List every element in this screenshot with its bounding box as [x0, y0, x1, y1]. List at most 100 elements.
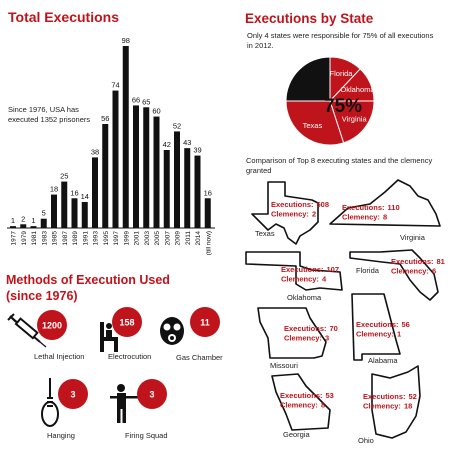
clemency-label: Clemency: [281, 275, 319, 284]
value-label: 25 [60, 172, 68, 181]
bar [163, 150, 170, 228]
bar [10, 226, 16, 228]
executions-label: Executions: [363, 392, 406, 401]
value-label: 74 [111, 81, 119, 90]
method-name: Lethal Injection [34, 352, 84, 361]
executions-value: 81 [437, 257, 445, 266]
clemency-text: Clemency: 3 [284, 334, 329, 343]
x-tick-label: 1993 [93, 231, 100, 246]
state-name: Missouri [270, 361, 298, 370]
method-count: 1200 [42, 321, 62, 331]
bar [122, 46, 129, 228]
x-tick-label: 1983 [41, 231, 48, 246]
value-label: 18 [50, 185, 58, 194]
clemency-label: Clemency: [284, 334, 322, 343]
x-tick-label: 1991 [82, 231, 89, 246]
executions-label: Executions: [284, 324, 327, 333]
clemency-text: Clemency: 18 [363, 402, 412, 411]
executions-text: Executions: 81 [391, 257, 445, 266]
value-label: 5 [42, 209, 46, 218]
state-name: Ohio [358, 436, 374, 445]
executions-value: 53 [326, 391, 334, 400]
clemency-value: 18 [404, 402, 412, 411]
count-badge [137, 379, 167, 409]
executions-label: Executions: [280, 391, 323, 400]
state-name: Texas [255, 229, 275, 238]
x-tick-label: 1979 [21, 231, 28, 246]
value-label: 14 [81, 192, 89, 201]
bar-title: Total Executions [8, 9, 119, 25]
x-tick-label: 2003 [144, 231, 151, 246]
clemency-value: 2 [312, 210, 316, 219]
state-name: Alabama [368, 356, 398, 365]
method-name: Electrocution [108, 352, 151, 361]
clemency-value: 4 [322, 275, 327, 284]
bar [30, 226, 37, 228]
value-label: 98 [122, 36, 130, 45]
pie-subtitle: in 2012. [247, 41, 274, 50]
executions-value: 110 [388, 203, 400, 212]
state-name: Georgia [283, 430, 311, 439]
value-label: 1 [31, 216, 35, 225]
pie-center-label: 75% [324, 96, 362, 117]
count-badge [58, 379, 88, 409]
state-texas [251, 181, 319, 245]
executions-text: Executions: 53 [280, 391, 334, 400]
clemency-label: Clemency: [342, 213, 380, 222]
bar [81, 202, 88, 228]
pie-slice [329, 100, 375, 144]
x-tick-label: 1981 [31, 231, 38, 246]
bar [153, 116, 160, 228]
bar [61, 181, 68, 228]
executions-text: Executions: 70 [284, 324, 338, 333]
bar [71, 198, 78, 228]
clemency-label: Clemency: [271, 210, 309, 219]
executions-text: Executions: 508 [271, 200, 329, 209]
bar [194, 155, 201, 228]
count-badge [37, 310, 67, 340]
value-label: 43 [183, 138, 191, 147]
methods-title: (since 1976) [6, 289, 78, 303]
executions-text: Executions: 52 [363, 392, 417, 401]
executions-text: Executions: 110 [342, 203, 400, 212]
state-georgia [271, 373, 331, 431]
bar [184, 148, 191, 228]
value-label: 60 [152, 107, 160, 116]
clemency-value: 8 [321, 401, 325, 410]
x-tick-label: 1997 [113, 231, 120, 246]
bar [20, 224, 27, 228]
x-tick-label: 1999 [123, 231, 130, 246]
bar [51, 194, 57, 228]
x-tick-label: 2009 [175, 231, 182, 246]
method-count: 11 [200, 318, 210, 328]
clemency-text: Clemency: 4 [281, 275, 327, 284]
pie-slice [285, 100, 345, 146]
value-label: 56 [101, 114, 109, 123]
count-badge [112, 307, 142, 337]
slice-label: Virginia [342, 115, 368, 124]
method-count: 158 [119, 318, 134, 328]
state-ohio [371, 365, 421, 439]
value-label: 42 [163, 140, 171, 149]
executions-value: 52 [409, 392, 417, 401]
bar [40, 218, 47, 228]
state-name: Virginia [400, 233, 426, 242]
x-tick-label: 1987 [62, 231, 69, 246]
method-name: Gas Chamber [176, 353, 223, 362]
state-alabama [351, 293, 401, 361]
state-name: Florida [356, 266, 380, 275]
value-label: 65 [142, 97, 150, 106]
pie-title: Executions by State [245, 11, 374, 26]
clemency-text: Clemency: 6 [391, 267, 436, 276]
value-label: 52 [173, 121, 181, 130]
x-tick-label: 2011 [185, 231, 192, 245]
pie-slice [285, 56, 331, 102]
executions-value: 508 [317, 200, 330, 209]
executions-value: 107 [327, 265, 340, 274]
state-oklahoma [245, 251, 343, 291]
annotation: executed 1352 prisoners [8, 115, 90, 124]
x-tick-label: 1985 [52, 231, 59, 246]
icon-noose [41, 378, 59, 427]
bar [133, 105, 139, 228]
slice-label: Oklahoma [340, 85, 375, 94]
